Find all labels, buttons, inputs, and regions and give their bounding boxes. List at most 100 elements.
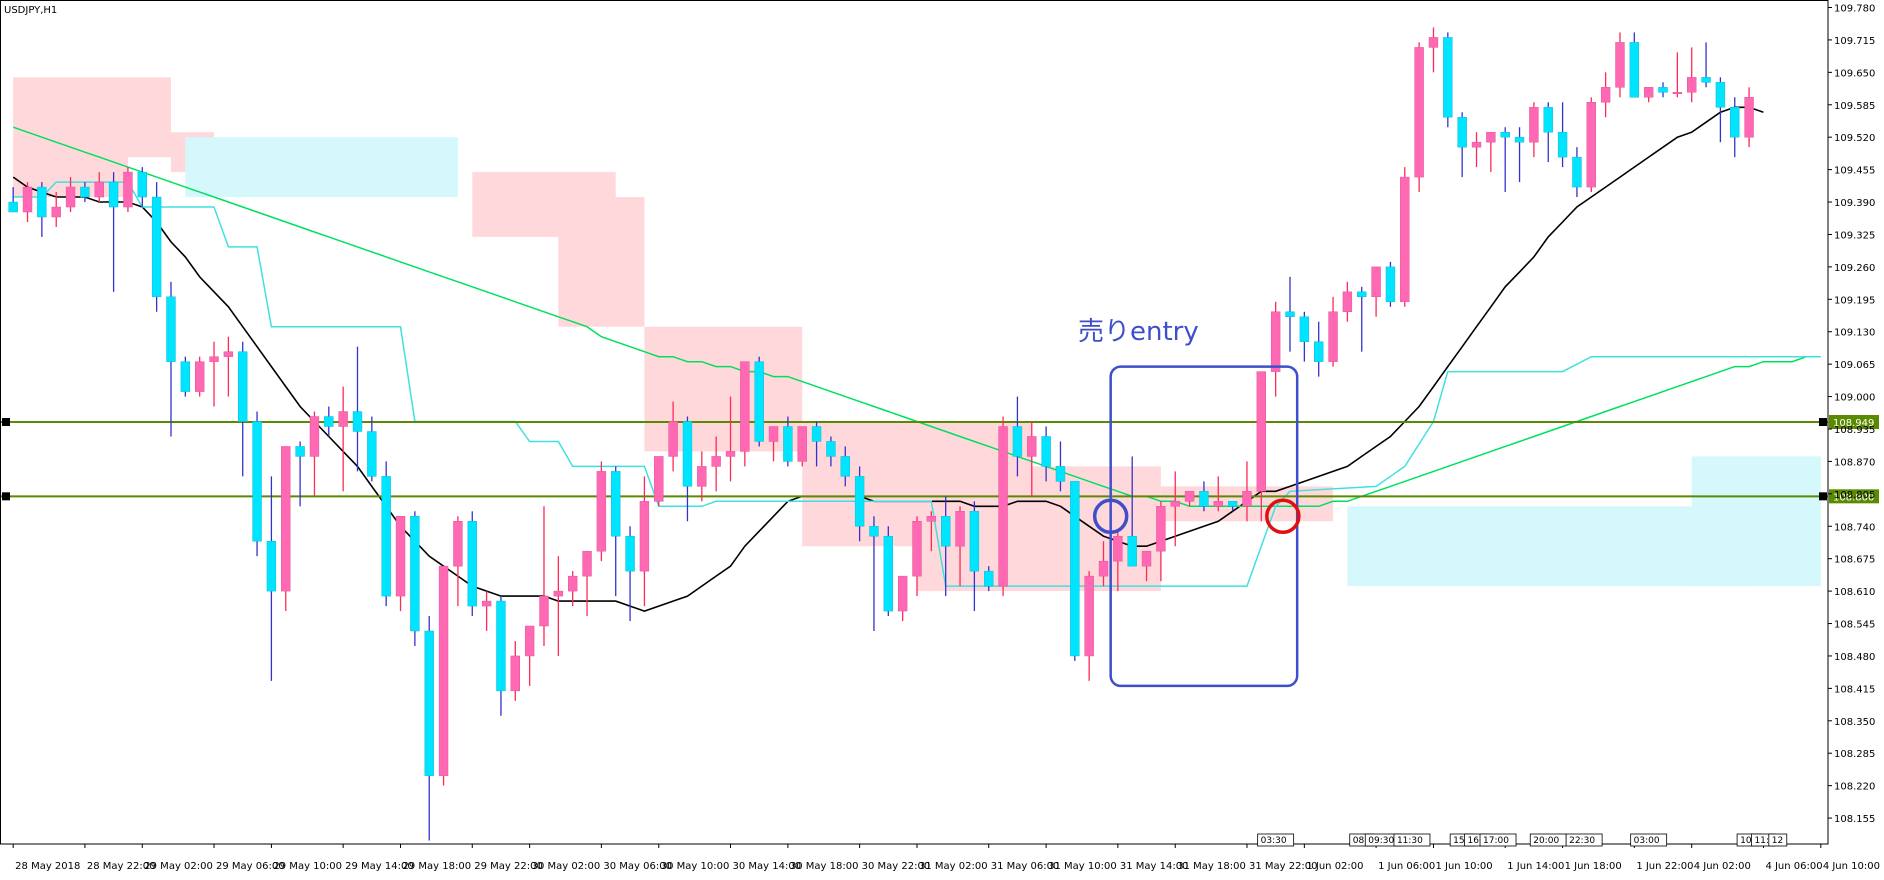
x-tick-label: 31 May 10:00 — [1048, 861, 1117, 872]
y-tick-label: 108.610 — [1834, 587, 1875, 598]
gap-marker-box — [1479, 833, 1517, 847]
y-tick-label: 108.805 — [1834, 490, 1875, 501]
candle-body — [1184, 491, 1195, 502]
y-tick-label: 109.260 — [1834, 263, 1875, 274]
candle-body — [1141, 550, 1152, 567]
candle-body — [611, 471, 621, 537]
x-tick-label: 31 May 02:00 — [919, 861, 988, 872]
x-tick-label: 1 Jun 22:00 — [1636, 861, 1693, 872]
x-tick-label: 1 Jun 14:00 — [1507, 861, 1564, 872]
y-tick-label: 108.870 — [1834, 457, 1875, 468]
gap-marker-label: 12 — [1772, 836, 1783, 846]
candle-body — [65, 186, 76, 208]
candle-body — [123, 171, 133, 208]
candle-body — [1500, 131, 1510, 138]
y-tick-label: 108.740 — [1834, 522, 1875, 533]
candle-body — [223, 351, 234, 357]
candle-body — [955, 511, 965, 547]
x-tick-label: 1 Jun 10:00 — [1435, 861, 1492, 872]
y-tick-label: 108.415 — [1834, 684, 1875, 695]
candle-body — [410, 516, 420, 632]
candle-body — [740, 361, 750, 452]
candle-body — [524, 625, 535, 657]
candle-body — [1012, 426, 1023, 457]
gap-marker-box — [1257, 833, 1295, 847]
candle-body — [352, 411, 363, 432]
candle-body — [567, 575, 578, 592]
candle-body — [238, 351, 248, 422]
entry-circle — [1092, 498, 1129, 535]
candle-body — [180, 361, 191, 392]
x-tick-label: 4 Jun 06:00 — [1765, 861, 1822, 872]
candle-body — [625, 535, 635, 572]
candle-body — [22, 186, 33, 213]
candle-body — [424, 630, 434, 776]
candle-body — [1457, 116, 1467, 148]
candle-body — [281, 446, 291, 592]
candle-body — [8, 201, 18, 213]
candle-body — [1098, 560, 1109, 577]
candle-body — [1586, 102, 1596, 188]
candle-body — [1156, 506, 1166, 552]
candle-body — [1414, 47, 1424, 178]
y-tick-label: 109.130 — [1834, 328, 1875, 339]
candle-body — [1070, 481, 1080, 657]
candle-body — [1615, 42, 1625, 88]
gap-marker-label: 10: — [1740, 836, 1754, 846]
x-tick-label: 4 Jun 02:00 — [1694, 861, 1751, 872]
candle-body — [1084, 575, 1094, 657]
gap-marker-label: 17:00 — [1483, 836, 1509, 846]
candle-body — [940, 516, 951, 547]
candle-body — [1443, 37, 1453, 118]
horizontal-levels[interactable]: 108.949 108.800 — [0, 415, 1879, 504]
candle-body — [295, 446, 305, 457]
candle-body — [1256, 371, 1267, 492]
candle-body — [912, 521, 922, 577]
symbol-label: USDJPY,H1 — [4, 5, 57, 16]
y-tick-label: 109.780 — [1834, 3, 1875, 14]
x-tick-label: 29 May 18:00 — [403, 861, 472, 872]
cloud-segment — [644, 326, 803, 452]
candle-body — [209, 356, 219, 362]
candle-body — [1357, 291, 1367, 298]
candle-body — [367, 431, 377, 477]
y-tick-label: 108.285 — [1834, 749, 1875, 760]
x-tick-label: 4 Jun 10:00 — [1823, 861, 1880, 872]
candle-body — [539, 595, 549, 627]
candle-body — [1199, 491, 1209, 507]
candle-body — [166, 296, 176, 362]
candle-body — [1213, 501, 1223, 507]
gap-marker-label: 09:30 — [1368, 836, 1394, 846]
candle-body — [783, 426, 793, 462]
price-marker-label: 108.800 — [1833, 492, 1874, 503]
price-marker-bg — [1829, 415, 1879, 430]
x-tick-label: 30 May 10:00 — [661, 861, 730, 872]
x-tick-label: 29 May 22:00 — [474, 861, 543, 872]
y-tick-label: 108.155 — [1834, 814, 1875, 825]
candle-body — [1744, 97, 1754, 138]
gap-marker-label: 15: — [1453, 836, 1467, 846]
candle-body — [883, 535, 894, 612]
candle-body — [1715, 82, 1726, 108]
level-handle-left — [2, 418, 10, 427]
candle-body — [1672, 92, 1683, 95]
gap-marker-box — [1768, 833, 1788, 847]
x-tick-label: 30 May 02:00 — [532, 861, 601, 872]
candle-body — [1027, 436, 1037, 457]
x-tick-label: 1 Jun 02:00 — [1306, 861, 1363, 872]
x-tick-label: 31 May 14:00 — [1120, 861, 1189, 872]
candle-body — [37, 186, 47, 218]
candle-body — [1170, 501, 1180, 507]
candle-body — [1701, 77, 1711, 83]
y-tick-label: 109.390 — [1834, 198, 1875, 209]
gap-marker-label: 03:00 — [1634, 836, 1660, 846]
gap-marker-label: 03:30 — [1261, 836, 1287, 846]
kijun-line — [13, 181, 1821, 587]
candle-body — [1342, 291, 1353, 313]
candle-body — [194, 361, 205, 392]
candle-body — [682, 421, 693, 487]
candle-body — [639, 501, 650, 572]
candle-body — [998, 426, 1008, 587]
